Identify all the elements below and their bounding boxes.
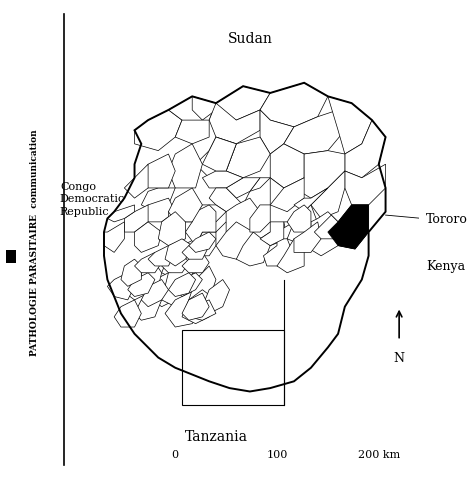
Polygon shape xyxy=(168,97,216,131)
Polygon shape xyxy=(260,223,284,246)
Polygon shape xyxy=(328,206,369,249)
Polygon shape xyxy=(124,206,148,233)
Polygon shape xyxy=(196,206,226,223)
Polygon shape xyxy=(284,206,321,246)
Polygon shape xyxy=(216,87,270,121)
Polygon shape xyxy=(304,223,338,256)
Polygon shape xyxy=(294,223,321,253)
Text: Tororo: Tororo xyxy=(426,212,468,226)
Polygon shape xyxy=(165,290,202,327)
Polygon shape xyxy=(260,111,294,155)
Polygon shape xyxy=(135,223,162,253)
Polygon shape xyxy=(277,239,304,273)
Polygon shape xyxy=(108,206,135,223)
Polygon shape xyxy=(168,223,202,246)
Polygon shape xyxy=(202,280,229,314)
Text: N: N xyxy=(393,351,405,364)
Polygon shape xyxy=(270,179,304,212)
Polygon shape xyxy=(182,290,216,324)
Polygon shape xyxy=(185,206,216,246)
Polygon shape xyxy=(189,266,216,307)
Polygon shape xyxy=(141,199,175,223)
Polygon shape xyxy=(243,179,270,212)
Polygon shape xyxy=(314,216,341,239)
Polygon shape xyxy=(114,300,141,327)
Text: PATHOLOGIE PARASITAIRE  communication: PATHOLOGIE PARASITAIRE communication xyxy=(30,129,38,355)
Polygon shape xyxy=(328,206,369,249)
Polygon shape xyxy=(284,111,345,155)
Bar xyxy=(182,331,284,405)
Polygon shape xyxy=(189,300,216,320)
Text: 100: 100 xyxy=(266,449,288,459)
Polygon shape xyxy=(168,189,202,223)
Polygon shape xyxy=(196,138,237,179)
Text: Congo
Democratic
Republic: Congo Democratic Republic xyxy=(60,182,125,216)
Polygon shape xyxy=(162,246,196,280)
Text: Sudan: Sudan xyxy=(228,32,272,46)
Polygon shape xyxy=(216,223,253,259)
Polygon shape xyxy=(148,273,182,307)
Polygon shape xyxy=(182,239,209,259)
Polygon shape xyxy=(175,121,209,145)
Polygon shape xyxy=(158,212,185,246)
Polygon shape xyxy=(226,138,270,179)
Polygon shape xyxy=(135,111,182,151)
Polygon shape xyxy=(270,145,304,189)
Polygon shape xyxy=(202,172,243,189)
Text: 0: 0 xyxy=(172,449,179,459)
Polygon shape xyxy=(345,121,385,179)
Polygon shape xyxy=(287,206,311,233)
Polygon shape xyxy=(209,104,260,145)
Polygon shape xyxy=(162,266,196,307)
Polygon shape xyxy=(345,165,385,206)
Polygon shape xyxy=(209,223,233,246)
Polygon shape xyxy=(294,189,328,212)
Polygon shape xyxy=(209,189,243,212)
Text: Kenya: Kenya xyxy=(426,260,465,273)
Polygon shape xyxy=(182,293,209,320)
Polygon shape xyxy=(250,206,270,233)
Polygon shape xyxy=(168,145,202,189)
Polygon shape xyxy=(108,273,135,300)
Polygon shape xyxy=(260,84,328,128)
Polygon shape xyxy=(311,172,345,219)
Polygon shape xyxy=(165,239,192,266)
Polygon shape xyxy=(141,280,168,307)
Polygon shape xyxy=(202,138,237,172)
Polygon shape xyxy=(311,212,338,233)
Polygon shape xyxy=(124,165,148,199)
Polygon shape xyxy=(162,199,196,239)
Polygon shape xyxy=(294,151,345,199)
Polygon shape xyxy=(192,97,216,121)
Text: 200 km: 200 km xyxy=(358,449,400,459)
Polygon shape xyxy=(182,253,209,273)
Polygon shape xyxy=(148,246,175,266)
Polygon shape xyxy=(264,239,294,266)
Polygon shape xyxy=(141,189,175,212)
Polygon shape xyxy=(260,223,294,246)
Polygon shape xyxy=(141,263,162,293)
Polygon shape xyxy=(175,273,202,297)
Polygon shape xyxy=(189,233,216,253)
Polygon shape xyxy=(135,253,162,273)
Polygon shape xyxy=(196,233,216,256)
Polygon shape xyxy=(121,259,141,287)
Polygon shape xyxy=(162,253,189,273)
Polygon shape xyxy=(168,273,196,297)
Polygon shape xyxy=(226,179,260,199)
Polygon shape xyxy=(141,155,175,189)
Polygon shape xyxy=(121,266,155,300)
Polygon shape xyxy=(168,246,202,280)
Polygon shape xyxy=(237,233,270,266)
Polygon shape xyxy=(104,223,124,253)
Polygon shape xyxy=(328,97,372,155)
Polygon shape xyxy=(128,273,155,297)
Polygon shape xyxy=(135,290,162,320)
Polygon shape xyxy=(226,199,260,239)
Polygon shape xyxy=(250,179,284,206)
Text: Tanzania: Tanzania xyxy=(184,429,247,443)
